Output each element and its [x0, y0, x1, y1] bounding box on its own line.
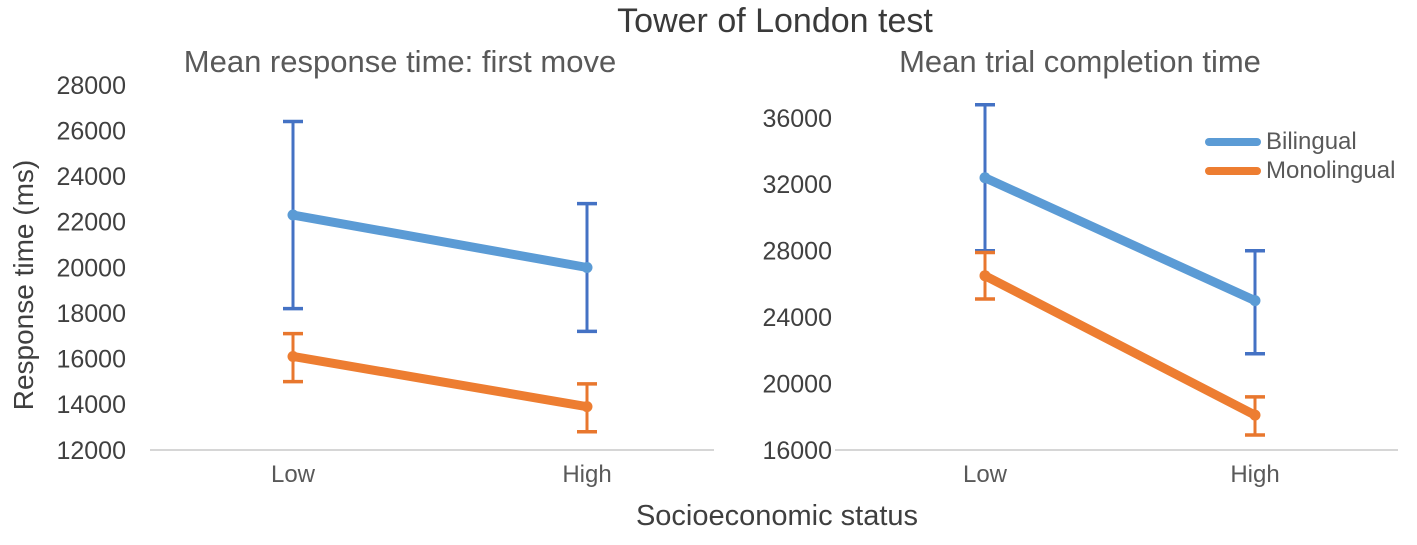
- y-tick-label: 12000: [56, 437, 126, 465]
- y-tick-label: 28000: [56, 72, 126, 100]
- left-chart-title: Mean response time: first move: [183, 44, 617, 79]
- x-category-label: High: [1230, 461, 1279, 488]
- series-line: [980, 271, 1260, 420]
- y-tick-label: 22000: [56, 209, 126, 237]
- legend-item-monolingual: Monolingual: [1205, 156, 1395, 185]
- data-point-marker: [979, 270, 991, 282]
- y-tick-label: 24000: [762, 304, 832, 332]
- data-point-marker: [1249, 409, 1261, 421]
- x-axis-title: Socioeconomic status: [635, 500, 919, 532]
- y-tick-label: 32000: [762, 171, 832, 199]
- y-tick-label: 20000: [762, 370, 832, 398]
- data-point-marker: [287, 350, 299, 362]
- y-tick-label: 28000: [762, 238, 832, 266]
- y-tick-label: 20000: [56, 254, 126, 282]
- data-point-marker: [581, 262, 593, 273]
- x-category-label: High: [562, 461, 611, 488]
- right-chart-plot: 16000 20000 24000 28000 32000 36000 Low High: [762, 102, 1398, 488]
- series-line: [288, 210, 592, 272]
- y-tick-label: 14000: [56, 391, 126, 419]
- y-tick-label: 26000: [56, 117, 126, 145]
- x-category-label: Low: [963, 461, 1008, 488]
- series-line: [288, 351, 592, 412]
- legend-label: Bilingual: [1266, 127, 1357, 155]
- series-line: [980, 173, 1260, 306]
- y-tick-label: 36000: [762, 105, 832, 133]
- y-tick-label: 16000: [762, 437, 832, 465]
- y-tick-label: 24000: [56, 163, 126, 191]
- legend-label: Monolingual: [1266, 156, 1396, 184]
- bilingual-line-swatch: [1205, 137, 1261, 146]
- legend: Bilingual Monolingual: [1205, 127, 1395, 185]
- x-category-label: Low: [271, 461, 316, 488]
- y-tick-label: 18000: [56, 300, 126, 328]
- legend-item-bilingual: Bilingual: [1205, 127, 1395, 156]
- data-point-marker: [581, 401, 593, 413]
- data-point-marker: [1249, 295, 1261, 307]
- monolingual-line-swatch: [1205, 166, 1261, 175]
- data-point-marker: [979, 172, 991, 184]
- left-chart-plot: 12000 14000 16000 18000 20000 22000 24000 26000…: [56, 72, 714, 488]
- figure-title: Tower of London test: [617, 2, 933, 40]
- right-chart-title: Mean trial completion time: [899, 44, 1261, 79]
- data-point-marker: [287, 209, 299, 221]
- y-tick-label: 16000: [56, 346, 126, 374]
